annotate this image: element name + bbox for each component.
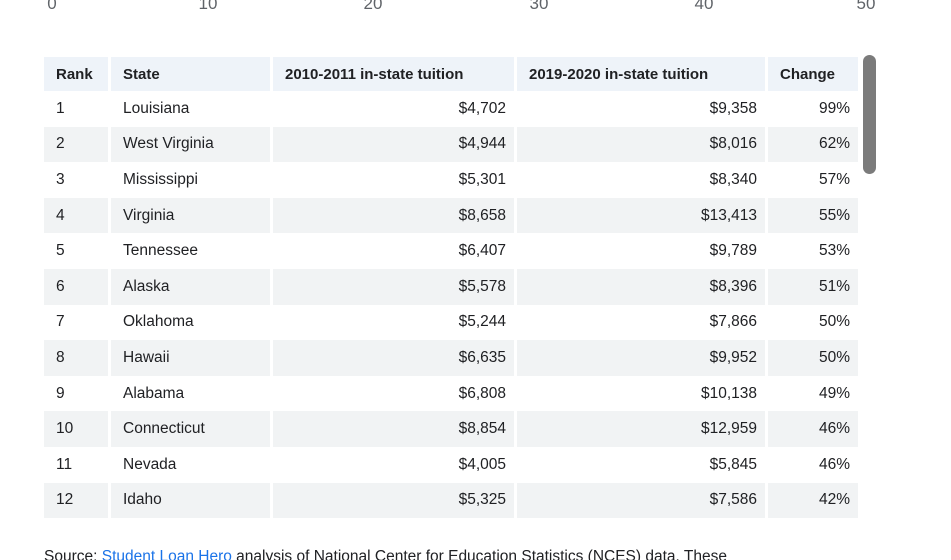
cell-state: Oklahoma bbox=[111, 304, 273, 341]
source-prefix: Source: bbox=[44, 548, 102, 560]
source-attribution: Source: Student Loan Hero analysis of Na… bbox=[44, 547, 904, 560]
cell-state: Mississippi bbox=[111, 162, 273, 198]
cell-state: Alabama bbox=[111, 375, 273, 412]
table-row: 5 Tennessee $6,407 $9,789 53% bbox=[44, 233, 858, 269]
cell-tuition-2019: $10,138 bbox=[517, 375, 768, 412]
cell-rank: 1 bbox=[44, 91, 111, 127]
cell-rank: 6 bbox=[44, 268, 111, 305]
cell-tuition-2010: $6,808 bbox=[273, 375, 517, 412]
cell-change: 62% bbox=[768, 126, 858, 163]
table-row: 8 Hawaii $6,635 $9,952 50% bbox=[44, 340, 858, 376]
cell-tuition-2019: $12,959 bbox=[517, 411, 768, 447]
table-row: 7 Oklahoma $5,244 $7,866 50% bbox=[44, 304, 858, 341]
table-row: 10 Connecticut $8,854 $12,959 46% bbox=[44, 411, 858, 447]
table-header: Rank State 2010-2011 in-state tuition 2019-… bbox=[44, 57, 858, 91]
cell-tuition-2010: $5,578 bbox=[273, 268, 517, 305]
column-header-rank: Rank bbox=[44, 57, 111, 91]
cell-rank: 5 bbox=[44, 233, 111, 269]
cell-rank: 9 bbox=[44, 375, 111, 412]
column-header-state: State bbox=[111, 57, 273, 91]
cell-tuition-2019: $9,789 bbox=[517, 233, 768, 269]
cell-rank: 7 bbox=[44, 304, 111, 341]
cell-tuition-2010: $8,658 bbox=[273, 197, 517, 234]
axis-tick-label: 30 bbox=[529, 0, 549, 13]
source-link[interactable]: Student Loan Hero bbox=[101, 548, 232, 560]
cell-tuition-2010: $8,854 bbox=[273, 411, 517, 447]
cell-change: 53% bbox=[768, 233, 858, 269]
cell-change: 46% bbox=[768, 446, 858, 483]
axis-tick-label: 50 bbox=[856, 0, 876, 13]
cell-state: Idaho bbox=[111, 482, 273, 519]
cell-change: 57% bbox=[768, 162, 858, 198]
cell-state: Hawaii bbox=[111, 340, 273, 376]
cell-change: 46% bbox=[768, 411, 858, 447]
cell-state: Louisiana bbox=[111, 91, 273, 127]
table-row: 2 West Virginia $4,944 $8,016 62% bbox=[44, 126, 858, 163]
axis-tick-label: 40 bbox=[694, 0, 714, 13]
table-row: 9 Alabama $6,808 $10,138 49% bbox=[44, 375, 858, 412]
cell-rank: 11 bbox=[44, 446, 111, 483]
tuition-table: Rank State 2010-2011 in-state tuition 2019-… bbox=[44, 57, 858, 519]
table-row: 6 Alaska $5,578 $8,396 51% bbox=[44, 268, 858, 305]
table-row: 11 Nevada $4,005 $5,845 46% bbox=[44, 446, 858, 483]
cell-tuition-2019: $9,952 bbox=[517, 340, 768, 376]
cell-state: Connecticut bbox=[111, 411, 273, 447]
cell-tuition-2019: $8,340 bbox=[517, 162, 768, 198]
column-header-2019-2020-in-state-tuition: 2019-2020 in-state tuition bbox=[517, 57, 768, 91]
column-header-2010-2011-in-state-tuition: 2010-2011 in-state tuition bbox=[273, 57, 517, 91]
cell-change: 99% bbox=[768, 91, 858, 127]
chart-x-axis: 0 10 20 30 40 50 bbox=[0, 0, 951, 16]
table-row: 12 Idaho $5,325 $7,586 42% bbox=[44, 482, 858, 519]
source-suffix: analysis of National Center for Educatio… bbox=[231, 548, 727, 560]
cell-state: Alaska bbox=[111, 268, 273, 305]
cell-rank: 10 bbox=[44, 411, 111, 447]
axis-tick-label: 10 bbox=[198, 0, 218, 13]
cell-tuition-2010: $4,005 bbox=[273, 446, 517, 483]
cell-tuition-2019: $9,358 bbox=[517, 91, 768, 127]
axis-tick-label: 0 bbox=[47, 0, 57, 13]
cell-change: 49% bbox=[768, 375, 858, 412]
tuition-table-wrap: Rank State 2010-2011 in-state tuition 2019-… bbox=[44, 57, 858, 519]
table-body: 1 Louisiana $4,702 $9,358 99% 2 West Virginia $… bbox=[44, 91, 858, 519]
table-row: 4 Virginia $8,658 $13,413 55% bbox=[44, 197, 858, 234]
cell-tuition-2010: $4,944 bbox=[273, 126, 517, 163]
scrollbar-thumb[interactable] bbox=[863, 55, 876, 174]
cell-tuition-2010: $5,325 bbox=[273, 482, 517, 519]
cell-tuition-2019: $7,866 bbox=[517, 304, 768, 341]
cell-rank: 3 bbox=[44, 162, 111, 198]
cell-rank: 2 bbox=[44, 126, 111, 163]
table-row: 3 Mississippi $5,301 $8,340 57% bbox=[44, 162, 858, 198]
cell-state: West Virginia bbox=[111, 126, 273, 163]
cell-tuition-2019: $8,016 bbox=[517, 126, 768, 163]
cell-tuition-2019: $13,413 bbox=[517, 197, 768, 234]
cell-rank: 12 bbox=[44, 482, 111, 519]
cell-rank: 8 bbox=[44, 340, 111, 376]
table-header-row: Rank State 2010-2011 in-state tuition 2019-… bbox=[44, 57, 858, 91]
cell-change: 50% bbox=[768, 304, 858, 341]
cell-change: 51% bbox=[768, 268, 858, 305]
table-row: 1 Louisiana $4,702 $9,358 99% bbox=[44, 91, 858, 127]
cell-tuition-2019: $5,845 bbox=[517, 446, 768, 483]
cell-tuition-2010: $4,702 bbox=[273, 91, 517, 127]
cell-tuition-2010: $5,301 bbox=[273, 162, 517, 198]
cell-tuition-2010: $6,635 bbox=[273, 340, 517, 376]
cell-state: Nevada bbox=[111, 446, 273, 483]
cell-change: 55% bbox=[768, 197, 858, 234]
cell-change: 42% bbox=[768, 482, 858, 519]
cell-state: Virginia bbox=[111, 197, 273, 234]
cell-state: Tennessee bbox=[111, 233, 273, 269]
cell-tuition-2010: $5,244 bbox=[273, 304, 517, 341]
cell-tuition-2019: $8,396 bbox=[517, 268, 768, 305]
column-header-change: Change bbox=[768, 57, 858, 91]
cell-tuition-2019: $7,586 bbox=[517, 482, 768, 519]
axis-tick-label: 20 bbox=[363, 0, 383, 13]
cell-change: 50% bbox=[768, 340, 858, 376]
cell-tuition-2010: $6,407 bbox=[273, 233, 517, 269]
cell-rank: 4 bbox=[44, 197, 111, 234]
